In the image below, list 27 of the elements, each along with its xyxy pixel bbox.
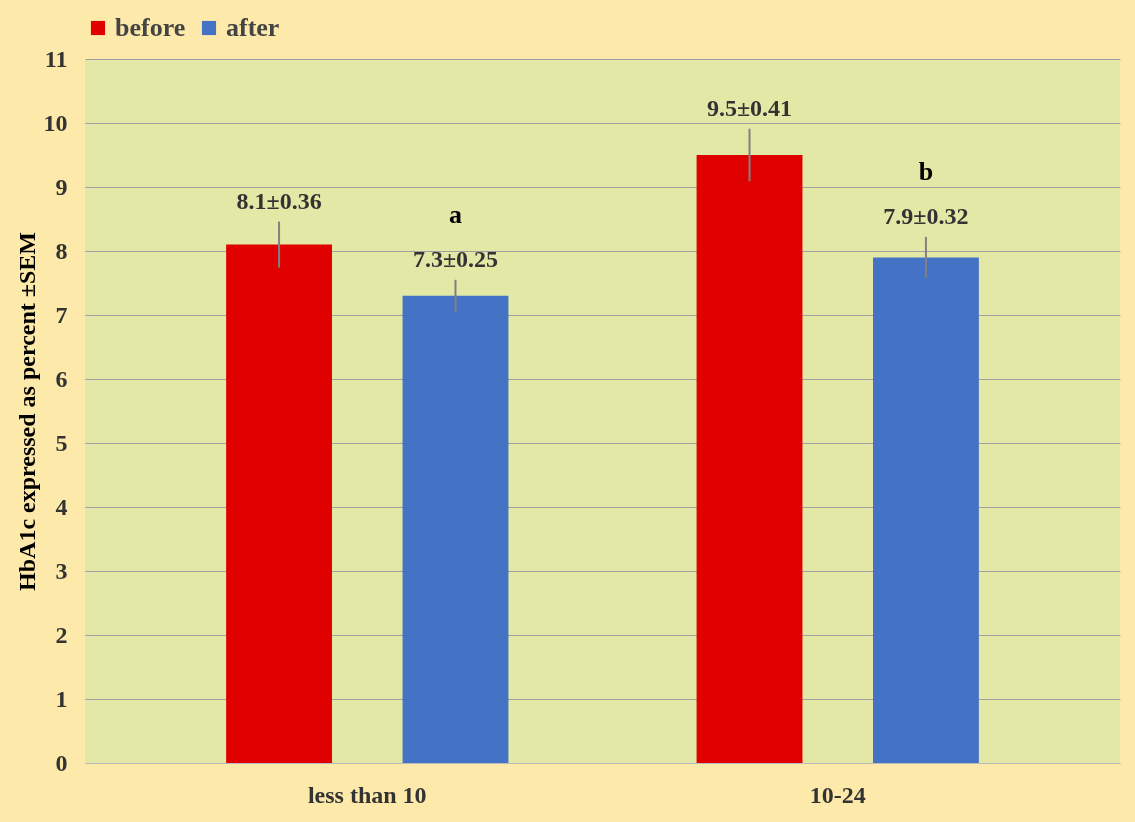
y-tick-label: 4 bbox=[55, 493, 68, 520]
x-tick-label: 10-24 bbox=[809, 781, 866, 808]
y-tick-label: 10 bbox=[43, 109, 68, 136]
annotation: b bbox=[918, 156, 934, 186]
legend-label: before bbox=[115, 13, 186, 42]
bar bbox=[226, 244, 332, 763]
legend-label: after bbox=[226, 13, 280, 42]
y-tick-label: 1 bbox=[55, 685, 68, 712]
data-label: 7.3±0.25 bbox=[412, 245, 499, 272]
y-tick-label: 5 bbox=[55, 429, 68, 456]
y-tick-label: 8 bbox=[55, 237, 68, 264]
bar bbox=[696, 155, 803, 763]
y-tick-label: 0 bbox=[55, 749, 68, 776]
data-label: 7.9±0.32 bbox=[883, 202, 969, 229]
y-tick-label: 2 bbox=[55, 621, 68, 648]
annotation: a bbox=[448, 199, 462, 229]
data-label: 8.1±0.36 bbox=[236, 187, 322, 214]
data-label: 9.5±0.41 bbox=[706, 94, 793, 121]
x-tick-label: less than 10 bbox=[307, 781, 427, 808]
y-tick-label: 7 bbox=[55, 301, 68, 328]
y-tick-label: 9 bbox=[55, 173, 68, 200]
y-tick-label: 11 bbox=[44, 45, 68, 72]
bar bbox=[402, 295, 509, 763]
y-axis-title: HbA1c expressed as percent ±SEM bbox=[13, 232, 40, 591]
bar bbox=[873, 257, 979, 763]
y-tick-label: 6 bbox=[55, 365, 68, 392]
y-tick-label: 3 bbox=[55, 557, 68, 584]
